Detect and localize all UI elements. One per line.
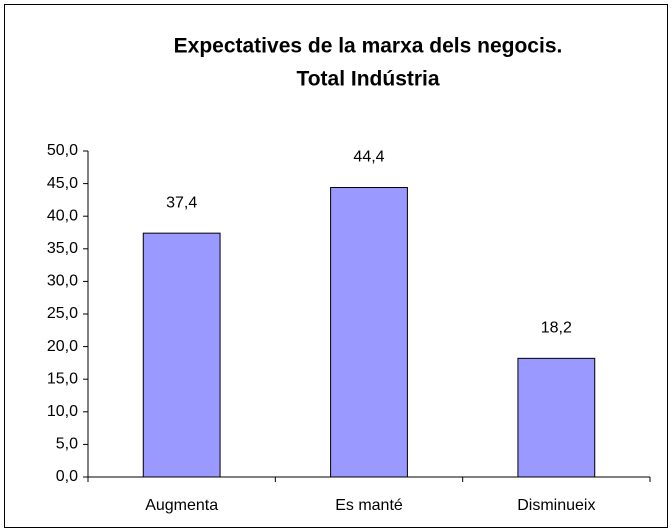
chart-title: Total Indústria [296,68,439,91]
x-tick-label: Es manté [335,497,403,514]
x-tick-label: Augmenta [145,497,218,514]
y-tick-label: 5,0 [56,436,78,453]
data-label: 18,2 [541,320,572,337]
y-tick-label: 40,0 [47,207,78,224]
y-tick-label: 20,0 [47,338,78,355]
data-label: 44,4 [353,149,384,166]
y-tick-label: 10,0 [47,403,78,420]
y-tick-label: 25,0 [47,305,78,322]
x-tick-label: Disminueix [517,497,595,514]
bar [517,357,596,478]
bar [330,187,408,478]
chart-title: Expectatives de la marxa dels negocis. [174,35,563,58]
y-tick-label: 15,0 [47,370,78,387]
y-tick-label: 0,0 [56,468,78,485]
y-tick-label: 35,0 [47,240,78,257]
y-tick-label: 50,0 [47,142,78,159]
bar [142,232,221,478]
data-label: 37,4 [166,194,197,211]
y-tick-label: 45,0 [47,175,78,192]
y-tick-label: 30,0 [47,273,78,290]
